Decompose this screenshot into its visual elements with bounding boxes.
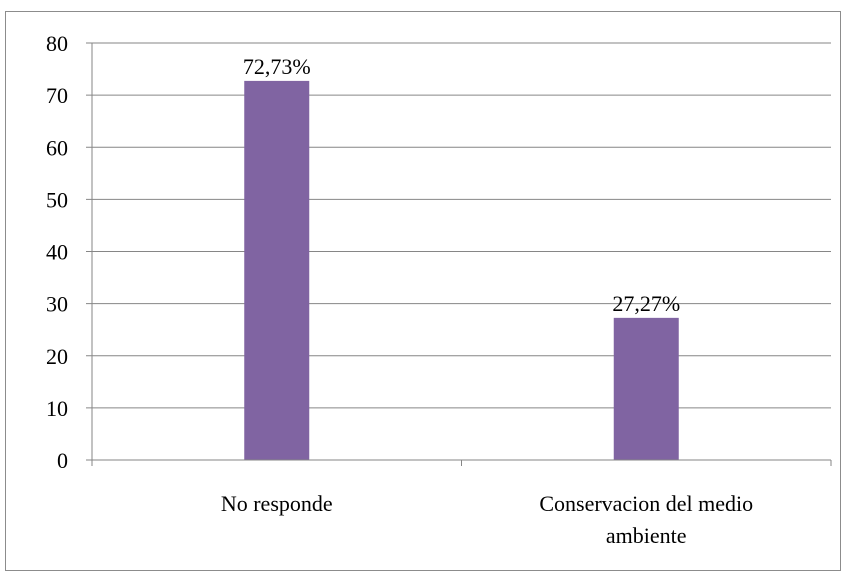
y-tick-label: 70: [46, 83, 68, 108]
gridlines: [92, 42, 831, 409]
x-category-label-line: No responde: [221, 491, 333, 516]
bar-2: [613, 317, 679, 460]
y-tick-label: 80: [46, 31, 68, 56]
y-tick-label: 60: [46, 135, 68, 160]
y-tick-label: 50: [46, 187, 68, 212]
x-category-label-line: Conservacion del medio: [539, 491, 753, 516]
labels: 0 10 20 30 40 50 60 70 80 72,73% No responde 27,27%…: [46, 31, 753, 548]
y-tick-label: 0: [57, 448, 68, 473]
y-tick-label: 20: [46, 344, 68, 369]
y-tick-label: 40: [46, 240, 68, 265]
bars: [244, 80, 679, 461]
bar-1: [244, 80, 310, 461]
data-label: 27,27%: [612, 291, 680, 316]
chart-frame: [5, 11, 841, 571]
x-category-label: Conservacion del medio ambiente: [539, 491, 753, 548]
y-tick-label: 10: [46, 396, 68, 421]
axes: [86, 42, 832, 466]
y-tick-label: 30: [46, 292, 68, 317]
data-label: 72,73%: [243, 54, 311, 79]
x-category-label: No responde: [221, 491, 333, 516]
x-category-label-line: ambiente: [606, 523, 687, 548]
